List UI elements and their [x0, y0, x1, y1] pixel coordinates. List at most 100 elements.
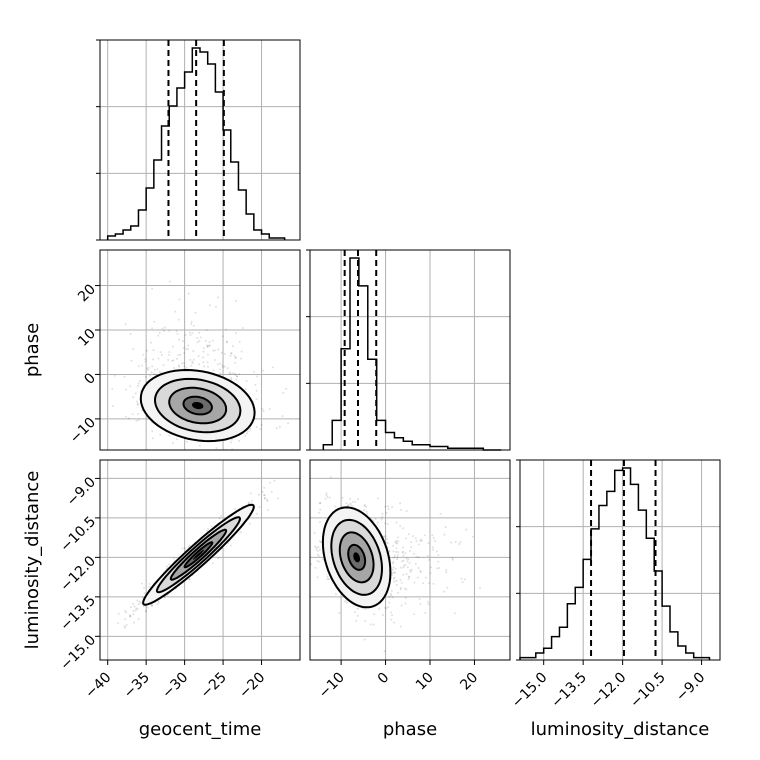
scatter-point: [324, 497, 327, 500]
scatter-point: [152, 349, 155, 352]
scatter-point: [445, 571, 448, 574]
x-tick-label-phase: 10: [413, 670, 437, 694]
scatter-point: [159, 433, 162, 436]
scatter-point: [235, 356, 238, 359]
scatter-point: [334, 592, 337, 595]
scatter-point: [386, 523, 389, 526]
scatter-point: [423, 534, 426, 537]
y-axis-label-phase: phase: [22, 323, 43, 377]
scatter-point: [278, 425, 281, 428]
scatter-point: [229, 441, 232, 444]
scatter-point: [325, 492, 328, 495]
scatter-point: [124, 626, 127, 629]
scatter-point: [349, 502, 352, 505]
y-tick-label-luminosity_distance: −15.0: [57, 632, 99, 674]
scatter-point: [453, 612, 456, 615]
scatter-point: [459, 541, 462, 544]
scatter-point: [177, 353, 180, 356]
scatter-point: [262, 369, 265, 372]
scatter-point: [117, 622, 120, 625]
scatter-point: [326, 578, 329, 581]
scatter-point: [260, 423, 263, 426]
scatter-point: [203, 365, 206, 368]
scatter-point: [135, 607, 138, 610]
scatter-point: [255, 426, 258, 429]
scatter-point: [411, 535, 414, 538]
scatter-point: [406, 560, 409, 563]
scatter-point: [152, 373, 155, 376]
scatter-point: [185, 440, 188, 443]
scatter-point: [431, 534, 434, 537]
scatter-point: [192, 358, 195, 361]
scatter-point: [144, 358, 147, 361]
scatter-point: [387, 605, 390, 608]
scatter-point: [255, 389, 258, 392]
scatter-point: [192, 324, 195, 327]
scatter-point: [188, 578, 191, 581]
scatter-point: [230, 378, 233, 381]
scatter-point: [190, 364, 193, 367]
scatter-point: [320, 541, 323, 544]
scatter-point: [144, 609, 147, 612]
scatter-point: [153, 320, 156, 323]
scatter-point: [402, 564, 405, 567]
scatter-point: [431, 546, 434, 549]
scatter-point: [419, 539, 422, 542]
scatter-point: [156, 603, 159, 606]
x-tick-label-luminosity_distance: −9.0: [673, 670, 708, 705]
scatter-point: [407, 575, 410, 578]
scatter-point: [129, 614, 132, 617]
scatter-point: [328, 496, 331, 499]
scatter-point: [117, 612, 120, 615]
scatter-point: [397, 536, 400, 539]
scatter-point: [406, 566, 409, 569]
scatter-point: [129, 606, 132, 609]
scatter-point: [129, 615, 132, 618]
scatter-point: [418, 598, 421, 601]
scatter-point: [194, 311, 197, 314]
scatter-point: [141, 596, 144, 599]
scatter-point: [157, 601, 160, 604]
scatter-point: [234, 361, 237, 364]
scatter-point: [261, 490, 264, 493]
scatter-point: [198, 363, 201, 366]
scatter-point: [419, 602, 422, 605]
x-tick-label-luminosity_distance: −12.0: [588, 670, 630, 712]
scatter-point: [381, 614, 384, 617]
scatter-point: [399, 525, 402, 528]
scatter-point: [405, 588, 408, 591]
scatter-point: [177, 318, 180, 321]
scatter-point: [394, 571, 397, 574]
scatter-point: [392, 556, 395, 559]
scatter-point: [408, 562, 411, 565]
y-tick-label-phase: −10: [67, 415, 99, 447]
scatter-point: [206, 353, 209, 356]
scatter-point: [198, 331, 201, 334]
scatter-point: [245, 380, 248, 383]
scatter-point: [163, 596, 166, 599]
scatter-point: [151, 430, 154, 433]
scatter-point: [248, 501, 251, 504]
y-tick-label-phase: 20: [75, 281, 99, 305]
scatter-point: [225, 340, 228, 343]
scatter-point: [183, 352, 186, 355]
scatter-point: [277, 497, 280, 500]
joint-inner: [111, 280, 290, 450]
scatter-point: [148, 585, 151, 588]
scatter-point: [184, 334, 187, 337]
scatter-point: [254, 383, 257, 386]
joint-panel-phase-luminosity_distance: [309, 459, 511, 661]
scatter-point: [316, 550, 319, 553]
scatter-point: [384, 535, 387, 538]
scatter-point: [412, 552, 415, 555]
scatter-point: [156, 368, 159, 371]
scatter-point: [263, 496, 266, 499]
scatter-point: [257, 493, 260, 496]
scatter-point: [436, 567, 439, 570]
scatter-point: [210, 524, 213, 527]
scatter-point: [390, 594, 393, 597]
scatter-point: [189, 333, 192, 336]
scatter-point: [230, 352, 233, 355]
scatter-point: [374, 518, 377, 521]
scatter-point: [393, 554, 396, 557]
